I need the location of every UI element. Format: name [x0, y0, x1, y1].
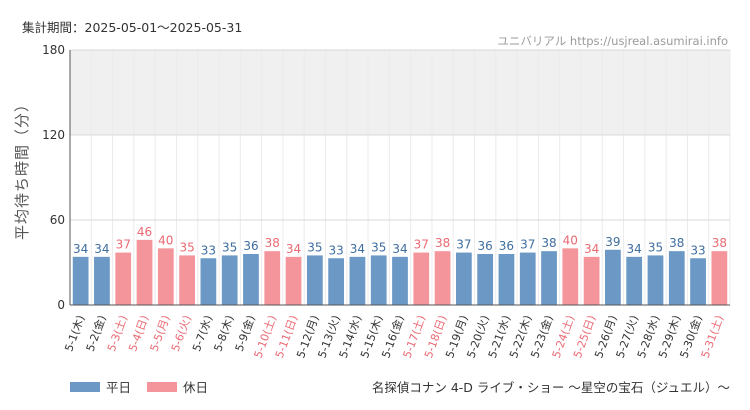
bar[interactable] [328, 258, 345, 305]
bar[interactable] [690, 258, 706, 305]
y-tick-label: 180 [42, 43, 65, 57]
bar[interactable] [583, 256, 600, 305]
bar[interactable] [647, 255, 664, 305]
bar[interactable] [434, 251, 451, 305]
bar[interactable] [477, 254, 494, 305]
bar[interactable] [221, 255, 238, 305]
bar-value-label: 34 [627, 242, 642, 256]
y-tick-label: 0 [57, 298, 65, 312]
legend-swatch-weekday [70, 381, 100, 392]
bar[interactable] [541, 251, 557, 305]
bar-value-label: 36 [478, 239, 493, 253]
legend-label-weekday: 平日 [106, 380, 132, 395]
bar[interactable] [711, 251, 728, 305]
bar[interactable] [285, 256, 302, 305]
legend-item-weekday[interactable]: 平日 [70, 377, 131, 396]
bar-value-label: 34 [584, 242, 599, 256]
bar-value-label: 46 [137, 225, 152, 239]
bar-value-label: 37 [116, 238, 131, 252]
bar[interactable] [349, 256, 366, 305]
bar-value-label: 34 [350, 242, 365, 256]
bar[interactable] [200, 258, 217, 305]
bar[interactable] [519, 252, 536, 305]
bar[interactable] [498, 254, 515, 305]
bar-value-label: 34 [392, 242, 407, 256]
bar[interactable] [243, 254, 259, 305]
bar-value-label: 37 [520, 238, 535, 252]
bar-value-label: 39 [605, 235, 620, 249]
attraction-name: 名探偵コナン 4-D ライブ・ショー ～星空の宝石（ジュエル）～ [371, 380, 730, 395]
shaded-band [70, 50, 730, 135]
bar[interactable] [264, 251, 281, 305]
legend-item-holiday[interactable]: 休日 [147, 377, 208, 396]
bar[interactable] [115, 252, 132, 305]
bar-value-label: 34 [286, 242, 301, 256]
bar-value-label: 35 [307, 240, 322, 254]
bar-value-label: 33 [328, 243, 343, 257]
bar-value-label: 40 [563, 233, 578, 247]
bar-value-label: 33 [201, 243, 216, 257]
bar[interactable] [306, 255, 323, 305]
bar[interactable] [179, 255, 195, 305]
bar-value-label: 38 [669, 236, 684, 250]
bar[interactable] [562, 248, 579, 305]
y-tick-label: 120 [42, 128, 65, 142]
bar[interactable] [605, 249, 621, 305]
bar-value-label: 33 [690, 243, 705, 257]
bar-value-label: 38 [541, 236, 556, 250]
y-tick-label: 60 [50, 213, 65, 227]
bar-value-label: 35 [371, 240, 386, 254]
bar[interactable] [626, 256, 643, 305]
bar-value-label: 35 [648, 240, 663, 254]
bar[interactable] [94, 256, 110, 305]
bar[interactable] [392, 256, 408, 305]
bar[interactable] [370, 255, 387, 305]
bar[interactable] [455, 252, 472, 305]
bar[interactable] [668, 251, 685, 305]
bar-value-label: 35 [179, 240, 194, 254]
bar-value-label: 37 [414, 238, 429, 252]
bar[interactable] [157, 248, 174, 305]
bar-value-label: 34 [94, 242, 109, 256]
bar-value-label: 34 [73, 242, 88, 256]
bar-value-label: 40 [158, 233, 173, 247]
bar-value-label: 35 [222, 240, 237, 254]
bar[interactable] [413, 252, 430, 305]
source-label: ユニバリアル https://usjreal.asumirai.info [497, 34, 728, 48]
legend-label-holiday: 休日 [183, 380, 209, 395]
legend: 平日 休日 [70, 377, 208, 396]
bar[interactable] [72, 256, 89, 305]
period-label: 集計期間：2025-05-01～2025-05-31 [22, 20, 243, 35]
legend-swatch-holiday [147, 381, 178, 392]
bar[interactable] [136, 239, 153, 305]
bar-value-label: 38 [712, 236, 727, 250]
bar-value-label: 36 [243, 239, 258, 253]
bar-value-label: 38 [435, 236, 450, 250]
bar-value-label: 36 [499, 239, 514, 253]
bar-value-label: 37 [456, 238, 471, 252]
bar-value-label: 38 [265, 236, 280, 250]
